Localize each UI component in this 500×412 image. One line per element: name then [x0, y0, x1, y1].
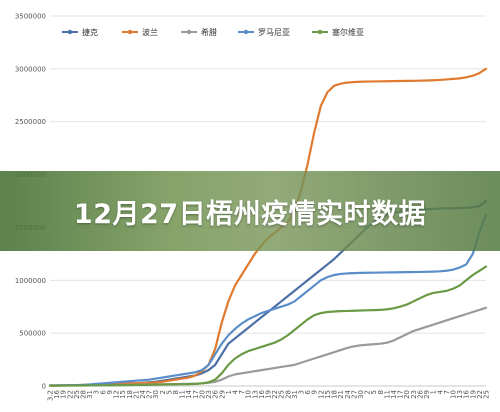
x-tick-label: 14: [185, 389, 193, 398]
y-tick-label: 3500000: [15, 13, 46, 21]
x-tick-label: 11: [179, 390, 187, 399]
x-tick-label: 3: [93, 390, 101, 394]
series-line-5: [48, 265, 488, 387]
x-tick-label: 1: [225, 390, 233, 394]
x-tick-label: 19: [265, 390, 273, 399]
banner-title: 12月27日梧州疫情实时数据: [73, 198, 427, 230]
x-tick-label: 8: [377, 390, 385, 394]
legend-marker: [243, 29, 249, 35]
legend-label: 捷克: [82, 27, 98, 37]
x-tick-label: 16: [258, 389, 266, 398]
x-tick-label: 2: [159, 390, 167, 394]
x-tick-label: 25: [483, 390, 491, 399]
x-tick-label: 28: [284, 390, 292, 399]
x-tick-label: 18: [126, 390, 134, 399]
x-axis: 3.21619222528313691215182124273025811141…: [47, 385, 491, 401]
x-tick-label: 30: [152, 390, 160, 399]
x-tick-label: 24: [344, 389, 352, 398]
x-tick-label: 25: [278, 390, 286, 399]
x-tick-label: 11: [383, 390, 391, 399]
legend-label: 希腊: [201, 27, 217, 37]
x-tick-label: 25: [73, 390, 81, 399]
x-tick-label: 22: [66, 390, 74, 399]
x-tick-label: 27: [146, 390, 154, 399]
title-banner: 12月27日梧州疫情实时数据: [0, 171, 500, 251]
x-tick-label: 6: [304, 389, 312, 394]
x-tick-label: 17: [397, 390, 405, 399]
x-tick-label: 31: [86, 390, 94, 399]
x-tick-label: 18: [331, 390, 339, 399]
x-tick-label: 7: [443, 390, 451, 394]
legend-marker: [67, 29, 73, 35]
x-tick-label: 8: [172, 390, 180, 394]
x-tick-label: 26: [416, 389, 424, 398]
x-tick-label: 30: [357, 390, 365, 399]
x-tick-label: 1: [430, 390, 438, 394]
legend-label: 塞尔维亚: [332, 27, 364, 37]
legend-label: 波兰: [142, 27, 158, 37]
x-tick-label: 29: [423, 390, 431, 399]
x-tick-label: 19: [60, 390, 68, 399]
y-tick-label: 0: [42, 383, 46, 391]
series-line-4: [48, 213, 488, 387]
y-tick-label: 500000: [19, 330, 46, 338]
x-tick-label: 4: [436, 389, 444, 394]
x-tick-label: 23: [410, 390, 418, 399]
x-tick-label: 3: [298, 390, 306, 394]
x-tick-label: 5: [165, 390, 173, 394]
x-tick-label: 22: [476, 390, 484, 399]
x-tick-label: 9: [311, 390, 319, 394]
x-tick-label: 12: [317, 390, 325, 399]
x-tick-label: 15: [324, 390, 332, 399]
legend-marker: [317, 29, 323, 35]
x-tick-label: 21: [132, 390, 140, 399]
x-tick-label: 10: [245, 390, 253, 399]
x-tick-label: 2: [364, 390, 372, 394]
x-tick-label: 14: [390, 389, 398, 398]
y-tick-label: 2500000: [15, 118, 46, 126]
x-tick-label: 20: [403, 390, 411, 399]
x-tick-label: 28: [80, 390, 88, 399]
x-tick-label: 23: [205, 390, 213, 399]
x-tick-label: 12: [113, 390, 121, 399]
x-tick-label: 15: [119, 390, 127, 399]
legend-marker: [127, 29, 133, 35]
y-tick-label: 1000000: [15, 277, 46, 285]
x-tick-label: 9: [106, 390, 114, 394]
x-tick-label: 13: [251, 390, 259, 399]
x-tick-label: 13: [456, 390, 464, 399]
x-tick-label: 20: [198, 390, 206, 399]
x-tick-label: 22: [271, 390, 279, 399]
x-tick-label: 7: [238, 390, 246, 394]
series-line-3: [48, 306, 488, 387]
x-tick-label: 17: [192, 390, 200, 399]
x-tick-label: 3.2: [47, 390, 55, 401]
legend: 捷克 波兰 希腊 罗马尼亚 塞尔维亚: [62, 27, 364, 37]
x-tick-label: 21: [337, 390, 345, 399]
x-tick-label: 6: [99, 389, 107, 394]
legend-label: 罗马尼亚: [258, 28, 290, 37]
x-tick-label: 24: [139, 389, 147, 398]
x-tick-label: 29: [218, 390, 226, 399]
x-tick-label: 4: [231, 389, 239, 394]
x-tick-label: 16: [53, 389, 61, 398]
x-tick-label: 31: [291, 390, 299, 399]
x-tick-label: 10: [449, 390, 457, 399]
x-tick-label: 19: [469, 390, 477, 399]
x-tick-label: 16: [463, 389, 471, 398]
x-tick-label: 26: [212, 389, 220, 398]
x-tick-label: 5: [370, 390, 378, 394]
y-tick-label: 3000000: [15, 65, 46, 73]
legend-marker: [186, 29, 192, 35]
x-tick-label: 27: [350, 390, 358, 399]
